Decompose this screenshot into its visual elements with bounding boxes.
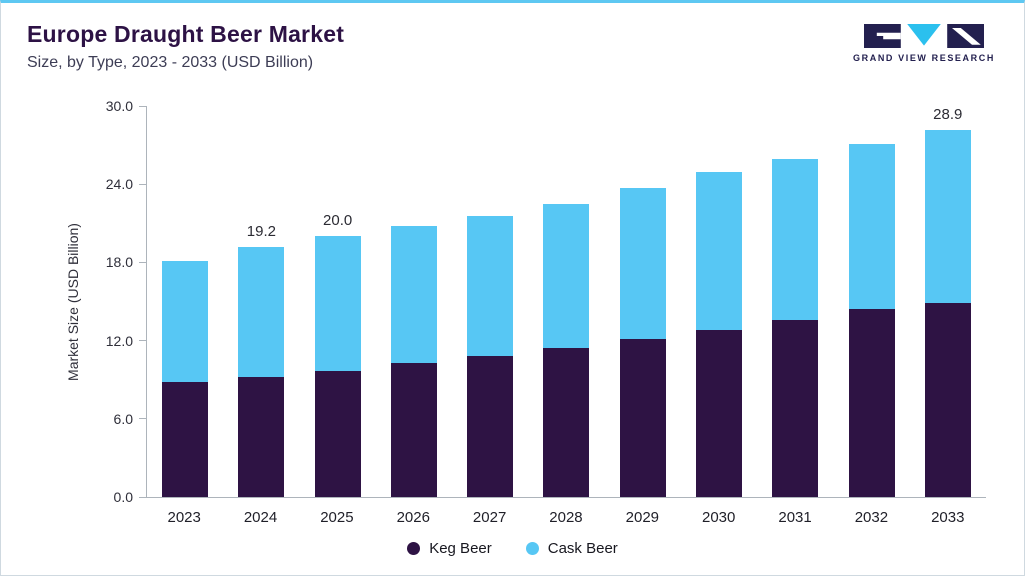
bar-segment-cask-beer-2023 — [162, 261, 209, 383]
bar-segment-cask-beer-2031 — [772, 159, 819, 320]
bar-column-2030 — [695, 106, 742, 497]
bar-column-2023 — [162, 106, 209, 497]
bar-segment-cask-beer-2026 — [390, 225, 437, 363]
x-axis-label-2029: 2029 — [625, 509, 660, 526]
bar-segment-keg-beer-2031 — [772, 319, 819, 497]
legend-item-cask-beer: Cask Beer — [525, 540, 618, 557]
x-axis-label-2026: 2026 — [396, 509, 430, 526]
bar-segment-keg-beer-2023 — [162, 382, 209, 497]
x-axis-label-2027: 2027 — [472, 509, 507, 526]
bar-segment-keg-beer-2025 — [314, 370, 361, 497]
y-tick-label: 12.0 — [105, 332, 133, 349]
y-tick-mark — [139, 418, 146, 420]
bar-segment-cask-beer-2033 — [924, 130, 971, 303]
bar-column-2026 — [390, 106, 437, 497]
page-title: Europe Draught Beer Market — [27, 21, 345, 47]
x-axis-label-2024: 2024 — [243, 509, 278, 526]
chart-legend: Keg Beer Cask Beer — [1, 540, 1024, 557]
y-tick-label: 18.0 — [105, 254, 133, 271]
bar-segment-keg-beer-2024 — [238, 377, 285, 497]
bar-segment-cask-beer-2032 — [848, 143, 895, 310]
plot-area: 0.0 6.0 12.0 18.0 24.0 30.0 19.2 20.0 28.9 — [106, 98, 986, 505]
y-tick-mark — [139, 183, 146, 185]
bar-column-2031 — [772, 106, 819, 497]
bar-segment-cask-beer-2028 — [543, 203, 590, 349]
page-subtitle: Size, by Type, 2023 - 2033 (USD Billion) — [27, 54, 314, 71]
bar-segment-keg-beer-2028 — [543, 348, 590, 497]
y-axis-title: Market Size (USD Billion) — [65, 223, 81, 381]
bar-segment-keg-beer-2033 — [924, 302, 971, 497]
bar-segment-cask-beer-2027 — [467, 215, 514, 357]
bar-column-2027 — [467, 106, 514, 497]
x-axis-label-2031: 2031 — [778, 509, 812, 526]
bar-column-2028 — [543, 106, 590, 497]
y-tick-label: 0.0 — [113, 489, 133, 505]
legend-label-keg-beer: Keg Beer — [429, 540, 492, 557]
x-axis-label-2028: 2028 — [549, 509, 583, 526]
bar-total-label-2025: 20.0 — [323, 212, 353, 230]
y-tick-mark — [139, 340, 146, 342]
gvr-brand-text: GRAND VIEW RESEARCH — [853, 53, 995, 63]
y-tick-label: 24.0 — [105, 176, 133, 193]
y-tick-mark — [139, 105, 146, 107]
bar-segment-keg-beer-2029 — [619, 339, 666, 497]
bar-segment-keg-beer-2026 — [390, 362, 437, 497]
x-axis-label-2030: 2030 — [702, 509, 736, 526]
bar-column-2032 — [848, 106, 895, 497]
bar-column-2029 — [619, 106, 666, 497]
bar-segment-keg-beer-2030 — [695, 330, 742, 497]
bar-column-2025: 20.0 — [314, 106, 361, 497]
x-axis-label-2023: 2023 — [167, 509, 201, 526]
legend-dot-cask-beer — [525, 542, 539, 555]
bar-segment-cask-beer-2029 — [619, 188, 666, 340]
gvr-logo-icon — [864, 24, 984, 48]
x-axis-label-2032: 2032 — [854, 509, 889, 526]
bar-total-label-2033: 28.9 — [933, 106, 963, 123]
bar-segment-cask-beer-2024 — [238, 246, 285, 378]
x-axis-labels: 2023 2024 2025 2026 2027 2028 2029 2030 2031 2032… — [146, 509, 986, 526]
bar-total-label-2024: 19.2 — [246, 222, 276, 240]
y-tick-label: 30.0 — [105, 98, 133, 114]
bar-segment-cask-beer-2030 — [695, 172, 742, 331]
y-tick-mark — [139, 496, 146, 498]
bar-segment-keg-beer-2027 — [467, 356, 514, 497]
bar-column-2024: 19.2 — [238, 106, 285, 497]
bar-segment-keg-beer-2032 — [848, 309, 895, 497]
bar-column-2033: 28.9 — [924, 106, 971, 497]
gvr-logo: GRAND VIEW RESEARCH — [850, 23, 998, 63]
chart-header: Europe Draught Beer Market Size, by Type… — [27, 21, 344, 72]
x-axis-label-2025: 2025 — [320, 509, 354, 526]
legend-dot-keg-beer — [407, 542, 421, 555]
legend-label-cask-beer: Cask Beer — [547, 540, 618, 557]
y-tick-label: 6.0 — [113, 410, 133, 427]
x-axis-label-2033: 2033 — [931, 509, 965, 526]
bar-segment-cask-beer-2025 — [314, 236, 361, 371]
y-tick-mark — [139, 261, 146, 263]
legend-item-keg-beer: Keg Beer — [407, 540, 492, 557]
